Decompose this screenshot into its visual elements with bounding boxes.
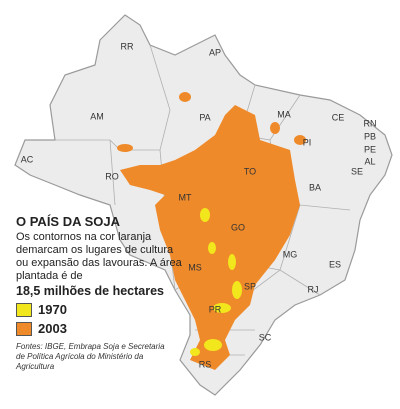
infobox-highlight: 18,5 milhões de hectares <box>16 284 164 298</box>
state-label: CE <box>332 112 345 122</box>
legend: 1970 2003 <box>16 302 184 336</box>
state-label: ES <box>329 259 341 269</box>
state-label: SE <box>351 166 363 176</box>
legend-item: 1970 <box>16 302 184 317</box>
state-label: MA <box>277 109 291 119</box>
source-note: Fontes: IBGE, Embrapa Soja e Secretaria … <box>16 342 165 371</box>
infobox: O PAÍS DA SOJA Os contornos na cor laran… <box>16 214 184 372</box>
state-label: MT <box>179 192 192 202</box>
state-label: PI <box>303 137 312 147</box>
infobox-title: O PAÍS DA SOJA <box>16 214 121 229</box>
state-label: AC <box>21 154 34 164</box>
state-label: TO <box>244 166 256 176</box>
state-label: AM <box>90 111 104 121</box>
legend-swatch <box>16 321 32 336</box>
legend-item: 2003 <box>16 321 184 336</box>
legend-label: 2003 <box>38 321 67 336</box>
state-label: RS <box>199 359 212 369</box>
state-label: GO <box>231 222 245 232</box>
soy-spots-2003 <box>117 92 306 152</box>
state-label: MS <box>188 262 202 272</box>
legend-swatch <box>16 302 32 317</box>
state-label: RR <box>121 41 134 51</box>
state-label: PB <box>364 131 376 141</box>
state-label: AL <box>364 156 375 166</box>
state-label: BA <box>309 182 321 192</box>
state-label: MG <box>283 249 298 259</box>
state-label: PE <box>364 144 376 154</box>
state-label: RO <box>105 171 119 181</box>
legend-label: 1970 <box>38 302 67 317</box>
state-label: PA <box>199 112 210 122</box>
state-label: RJ <box>308 284 319 294</box>
state-label: RN <box>364 118 377 128</box>
state-label: SC <box>259 332 272 342</box>
state-label: PR <box>209 304 222 314</box>
soy-spots-1970 <box>190 208 242 356</box>
state-label: AP <box>209 47 221 57</box>
infobox-description: Os contornos na cor laranja demarcam os … <box>16 231 182 282</box>
state-label: SP <box>244 281 256 291</box>
soy-area-2003 <box>120 105 300 370</box>
